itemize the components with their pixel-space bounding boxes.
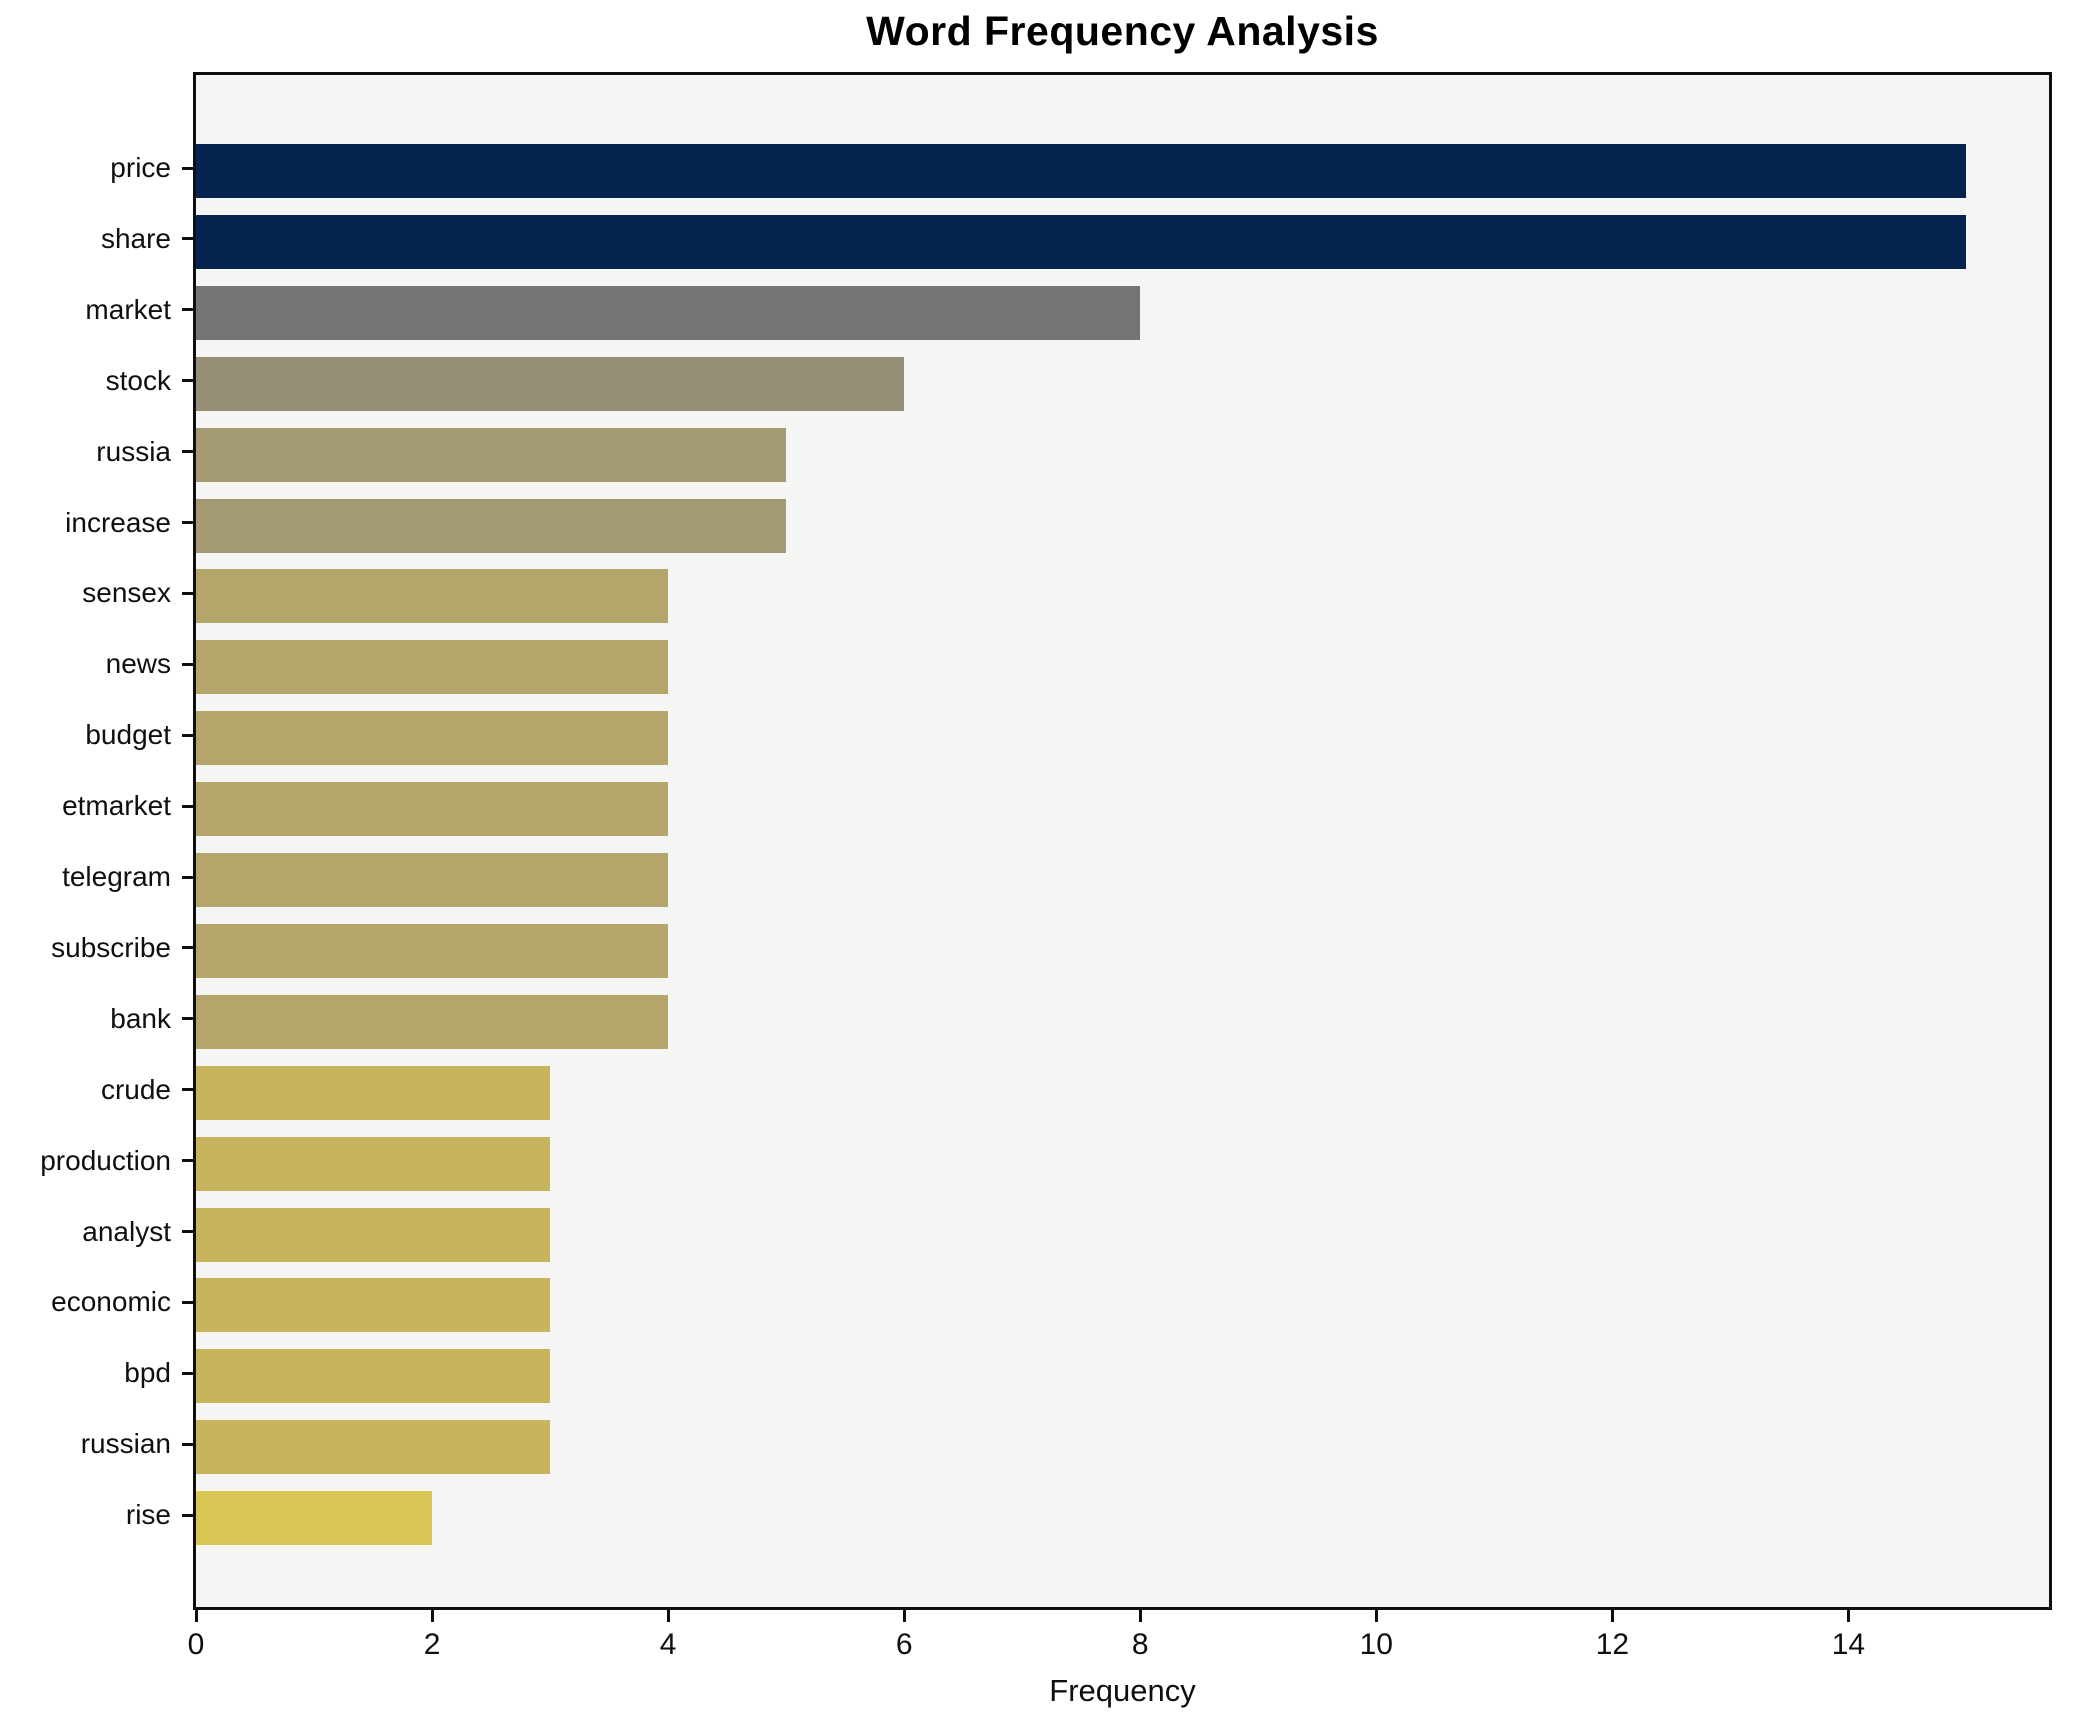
y-tick-mark xyxy=(182,662,193,666)
y-tick-label-crude: crude xyxy=(100,1073,171,1105)
bar-crude xyxy=(196,1065,551,1120)
y-tick-label-share: share xyxy=(100,222,171,254)
bar-share xyxy=(196,214,1967,269)
y-tick-mark xyxy=(182,875,193,879)
bar-production xyxy=(196,1136,551,1191)
y-tick-label-budget: budget xyxy=(85,719,171,751)
y-tick-mark xyxy=(182,1371,193,1375)
bar-budget xyxy=(196,711,669,766)
bar-stock xyxy=(196,356,905,411)
x-tick-mark xyxy=(1138,1610,1142,1622)
x-tick-label-2: 2 xyxy=(423,1628,441,1661)
y-tick-mark xyxy=(182,450,193,454)
y-tick-mark xyxy=(182,1159,193,1163)
x-tick-label-0: 0 xyxy=(187,1628,205,1661)
bar-russia xyxy=(196,427,787,482)
x-tick-label-10: 10 xyxy=(1359,1628,1393,1661)
y-tick-mark xyxy=(182,1442,193,1446)
x-tick-mark xyxy=(902,1610,906,1622)
bar-bpd xyxy=(196,1349,551,1404)
x-tick-label-8: 8 xyxy=(1131,1628,1149,1661)
x-tick-label-14: 14 xyxy=(1831,1628,1866,1661)
y-tick-label-production: production xyxy=(40,1144,171,1176)
y-tick-label-telegram: telegram xyxy=(62,861,171,892)
x-tick-mark xyxy=(194,1610,198,1622)
bar-bank xyxy=(196,994,669,1049)
bar-etmarket xyxy=(196,782,669,837)
bar-economic xyxy=(196,1278,551,1333)
y-tick-label-market: market xyxy=(85,293,171,325)
bar-price xyxy=(196,144,1967,198)
y-tick-mark xyxy=(182,591,193,595)
y-tick-mark xyxy=(182,521,193,524)
x-tick-label-6: 6 xyxy=(895,1628,913,1661)
x-tick-mark xyxy=(430,1610,434,1622)
y-tick-mark xyxy=(182,1230,193,1233)
x-tick-label-12: 12 xyxy=(1595,1628,1630,1661)
x-tick-mark xyxy=(1846,1610,1850,1622)
x-tick-label-4: 4 xyxy=(659,1628,677,1661)
bar-market xyxy=(196,285,1141,340)
bar-sensex xyxy=(196,569,669,624)
y-tick-label-bank: bank xyxy=(110,1002,171,1034)
bar-increase xyxy=(196,498,787,553)
y-tick-mark xyxy=(182,733,193,737)
bar-news xyxy=(196,640,669,695)
y-tick-label-subscribe: subscribe xyxy=(51,931,171,963)
chart-title: Word Frequency Analysis xyxy=(866,8,1379,54)
y-tick-label-price: price xyxy=(110,152,171,183)
bar-analyst xyxy=(196,1207,551,1262)
y-tick-label-stock: stock xyxy=(105,364,171,396)
y-tick-mark xyxy=(182,237,193,241)
bar-subscribe xyxy=(196,923,669,978)
y-tick-mark xyxy=(182,308,193,312)
y-tick-label-sensex: sensex xyxy=(82,577,171,609)
y-tick-label-bpd: bpd xyxy=(124,1357,171,1389)
y-tick-label-economic: economic xyxy=(51,1286,171,1318)
y-tick-label-news: news xyxy=(105,648,171,680)
y-tick-label-increase: increase xyxy=(65,506,171,538)
bar-russian xyxy=(196,1420,551,1475)
x-tick-mark xyxy=(1374,1610,1378,1622)
y-tick-mark xyxy=(182,946,193,950)
bar-rise xyxy=(196,1491,433,1546)
y-tick-mark xyxy=(182,804,193,808)
y-tick-label-etmarket: etmarket xyxy=(62,790,171,822)
y-tick-label-russian: russian xyxy=(80,1428,171,1460)
x-tick-mark xyxy=(1610,1610,1614,1622)
y-tick-label-analyst: analyst xyxy=(82,1215,171,1247)
y-tick-label-rise: rise xyxy=(125,1499,171,1531)
bar-telegram xyxy=(196,853,669,907)
plot-area xyxy=(193,72,2052,1610)
y-tick-mark xyxy=(182,1300,193,1304)
y-tick-mark xyxy=(182,1088,193,1092)
y-tick-mark xyxy=(182,379,193,383)
y-tick-mark xyxy=(182,1017,193,1021)
x-axis-label: Frequency xyxy=(1049,1673,1196,1708)
y-tick-label-russia: russia xyxy=(96,435,171,467)
x-tick-mark xyxy=(666,1610,670,1622)
y-tick-mark xyxy=(182,166,193,170)
y-tick-mark xyxy=(182,1513,193,1517)
